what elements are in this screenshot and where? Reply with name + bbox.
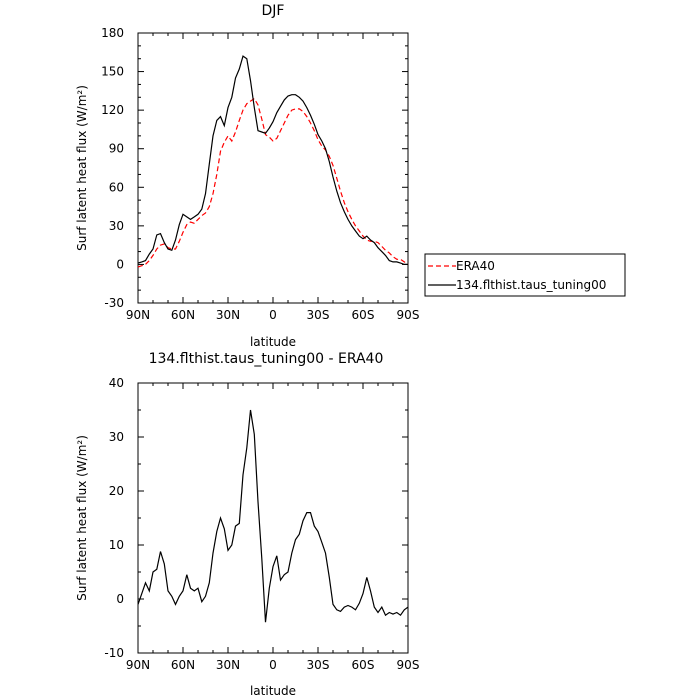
chart-1-y-tick-label: 120 — [101, 103, 124, 117]
plot-layer: 90N 60N 30N 0 30S 60S 90S -30 0 30 60 90 120 150 180 90… — [101, 26, 419, 672]
chart-1-x-tick-label: 90N — [126, 308, 150, 322]
chart-1-x-tick-label: 90S — [397, 308, 420, 322]
chart-1-x-tick-label: 0 — [269, 308, 277, 322]
chart-2-y-tick-label: 10 — [109, 538, 124, 552]
legend-frame — [424, 253, 626, 297]
chart-1-plot-frame — [137, 32, 409, 304]
chart-2-y-tick-label: 40 — [109, 376, 124, 390]
chart-1-x-tick-label: 60S — [352, 308, 375, 322]
chart-2-y-tick-label: 30 — [109, 430, 124, 444]
chart-2-plot-frame — [137, 382, 409, 654]
chart-2-y-tick-label: 0 — [116, 592, 124, 606]
chart-1-y-tick-label: 30 — [109, 219, 124, 233]
chart-1-title: DJF — [262, 3, 285, 19]
chart-2-x-tick-label: 90N — [126, 658, 150, 672]
chart-2-x-tick-label: 30N — [216, 658, 240, 672]
chart-1-x-tick-label: 30S — [307, 308, 330, 322]
chart-2-x-tick-label: 30S — [307, 658, 330, 672]
chart-2-y-tick-label: 20 — [109, 484, 124, 498]
chart-1-legend: ERA40 134.flthist.taus_tuning00 — [424, 253, 626, 297]
chart-1-xlabel: latitude — [250, 335, 296, 349]
chart-2-y-tick-label: -10 — [104, 646, 124, 660]
chart-1-y-tick-label: 0 — [116, 257, 124, 271]
legend-label-era40: ERA40 — [456, 259, 495, 273]
chart-2-ylabel: Surf latent heat flux (W/m²) — [75, 435, 89, 601]
chart-2-x-tick-label: 0 — [269, 658, 277, 672]
chart-2-title: 134.flthist.taus_tuning00 - ERA40 — [149, 351, 384, 367]
legend-label-model: 134.flthist.taus_tuning00 — [456, 278, 606, 292]
chart-1-x-tick-label: 30N — [216, 308, 240, 322]
chart-2-series-line-1 — [137, 409, 409, 623]
chart-2-x-tick-label: 60N — [171, 658, 195, 672]
chart-1-y-tick-label: 60 — [109, 180, 124, 194]
chart-1-ylabel: Surf latent heat flux (W/m²) — [75, 85, 89, 251]
chart-2-xlabel: latitude — [250, 684, 296, 698]
chart-2-x-tick-label: 60S — [352, 658, 375, 672]
chart-1-y-tick-label: -30 — [104, 296, 124, 310]
chart-1-x-tick-label: 60N — [171, 308, 195, 322]
chart-1-series-line-1 — [137, 97, 409, 268]
chart-1-series-line-2 — [137, 55, 408, 265]
chart-1-y-tick-label: 180 — [101, 26, 124, 40]
chart-1-y-tick-label: 150 — [101, 65, 124, 79]
chart-2-x-tick-label: 90S — [397, 658, 420, 672]
chart-1-y-tick-label: 90 — [109, 142, 124, 156]
